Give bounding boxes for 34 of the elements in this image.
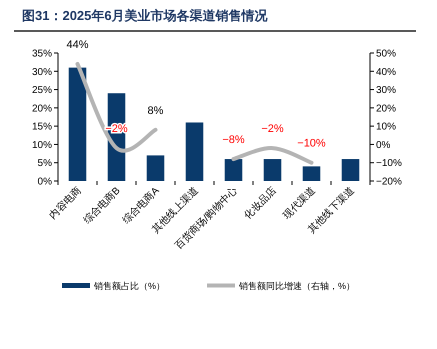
legend-label: 销售额同比增速（右轴，%） [238,281,356,291]
data-label: −2% [261,123,284,136]
y-tick-label: 15% [32,122,52,133]
bar [342,159,360,181]
data-label: −10% [297,138,326,150]
y2-tick-label: −20% [376,176,402,188]
chart-title: 图31：2025年6月美业市场各渠道销售情况 [22,8,269,23]
bar [186,122,204,181]
data-label: 44% [66,38,89,51]
y2-tick-label: 50% [376,48,396,60]
y2-tick-label: 20% [376,103,396,114]
bar [68,68,86,181]
y-tick-label: 0% [38,176,52,188]
y2-tick-label: −10% [376,158,402,170]
x-tick-label: 化妆品店 [242,184,279,222]
bar [146,155,164,181]
y-tick-label: 10% [32,140,52,151]
x-tick-label: 内容电商 [46,184,84,222]
data-label: 8% [148,104,164,117]
y2-tick-label: 30% [376,85,396,96]
y2-tick-label: 0% [376,140,391,151]
y2-tick-label: 40% [376,66,396,78]
bar [264,159,282,181]
y2-tick-label: 10% [376,122,396,133]
legend-label: 销售额占比（%） [93,281,166,291]
x-tick-label: 综合电商B [81,184,123,226]
y-tick-label: 35% [32,48,52,60]
data-label: −8% [222,134,245,146]
bar [302,166,320,181]
y-tick-label: 5% [38,158,52,170]
bar [224,159,242,181]
y-tick-label: 30% [32,66,52,78]
y-tick-label: 20% [32,103,52,114]
y-tick-label: 25% [32,85,52,96]
